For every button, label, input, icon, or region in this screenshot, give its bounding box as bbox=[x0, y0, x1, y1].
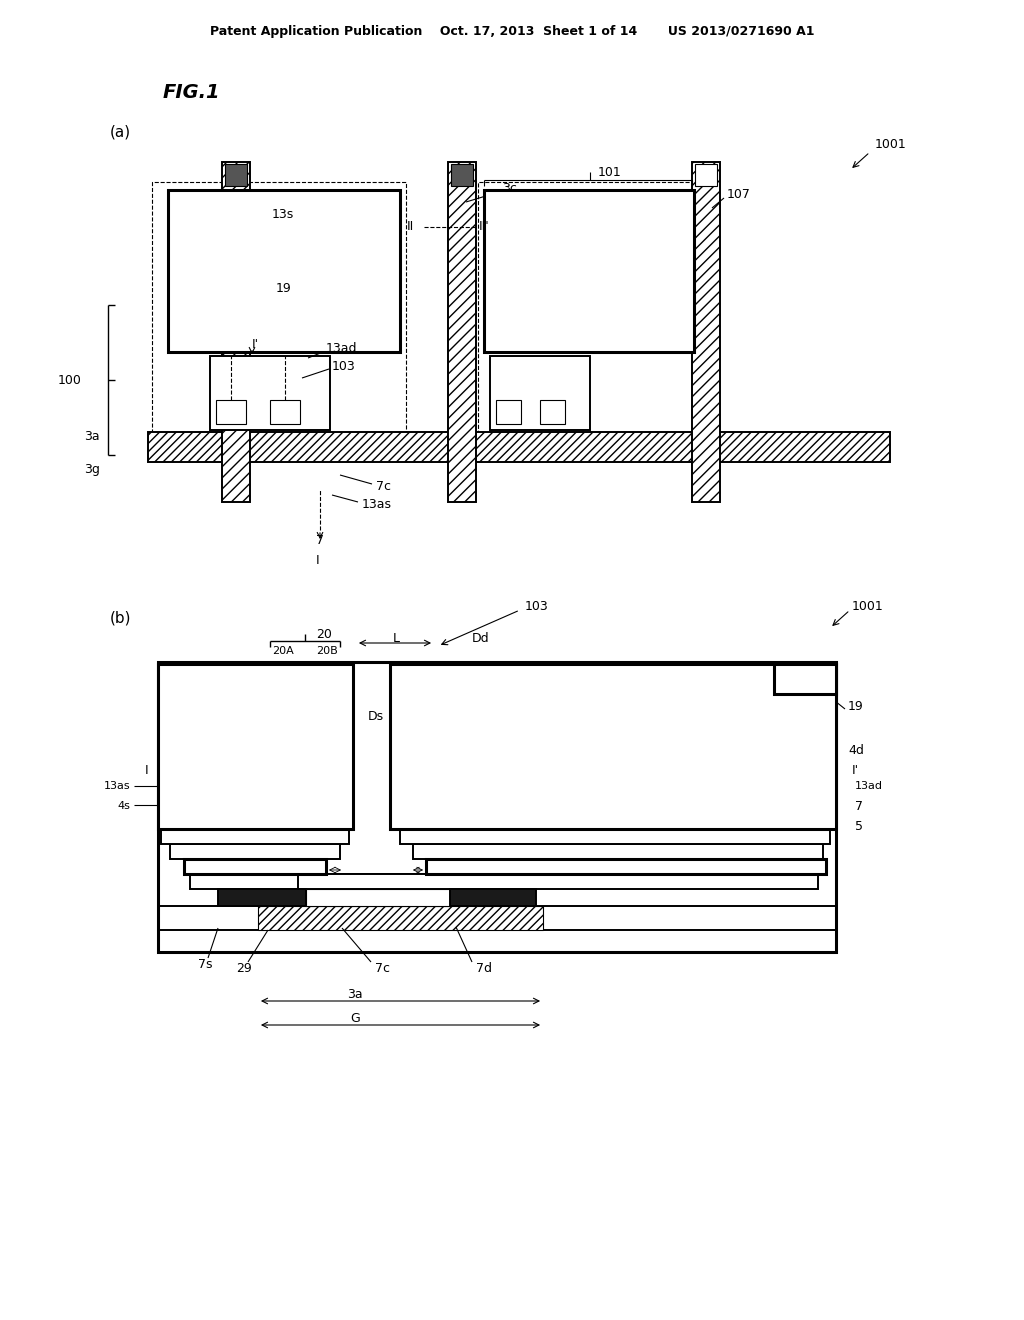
Text: Ds: Ds bbox=[368, 710, 384, 722]
Text: 4s: 4s bbox=[117, 801, 130, 810]
Bar bbox=[774, 664, 836, 694]
Text: I': I' bbox=[852, 763, 859, 776]
Bar bbox=[692, 162, 720, 502]
Bar bbox=[449, 162, 476, 502]
Text: Dd: Dd bbox=[472, 631, 489, 644]
Text: II': II' bbox=[479, 220, 489, 234]
Text: 13as: 13as bbox=[362, 499, 392, 511]
Text: 5: 5 bbox=[855, 820, 863, 833]
Text: 107: 107 bbox=[727, 189, 751, 202]
Text: 7: 7 bbox=[855, 800, 863, 813]
Text: 13s: 13s bbox=[272, 209, 294, 222]
Bar bbox=[695, 164, 717, 186]
Bar bbox=[390, 664, 836, 829]
Text: 101: 101 bbox=[598, 165, 622, 178]
Text: I: I bbox=[316, 553, 319, 566]
Bar bbox=[478, 182, 696, 440]
Text: 100: 100 bbox=[58, 374, 82, 387]
Text: 3a: 3a bbox=[347, 987, 362, 1001]
Bar bbox=[168, 190, 400, 352]
Text: I: I bbox=[144, 763, 148, 776]
Text: 7c: 7c bbox=[376, 480, 391, 494]
Text: 4d: 4d bbox=[848, 743, 864, 756]
Bar bbox=[484, 190, 694, 352]
Bar bbox=[450, 888, 536, 906]
Text: FIG.1: FIG.1 bbox=[163, 82, 220, 102]
Text: 13ad: 13ad bbox=[855, 781, 883, 791]
Bar bbox=[161, 829, 349, 843]
Bar bbox=[218, 888, 306, 906]
Bar bbox=[210, 356, 330, 430]
Bar bbox=[216, 400, 246, 424]
Text: II: II bbox=[407, 220, 414, 234]
Text: 3c: 3c bbox=[502, 181, 517, 194]
Bar bbox=[184, 859, 326, 874]
Bar bbox=[170, 843, 340, 859]
Bar bbox=[451, 164, 473, 186]
Text: 29: 29 bbox=[236, 962, 252, 975]
Text: 19: 19 bbox=[848, 700, 864, 713]
Text: 7c: 7c bbox=[375, 962, 390, 975]
Text: 20: 20 bbox=[316, 627, 332, 640]
Bar bbox=[148, 432, 890, 462]
Bar bbox=[270, 400, 300, 424]
Text: G: G bbox=[350, 1011, 359, 1024]
Bar bbox=[496, 400, 521, 424]
Bar bbox=[306, 888, 450, 906]
Text: L: L bbox=[392, 631, 399, 644]
Bar bbox=[222, 162, 250, 502]
Text: 7s: 7s bbox=[198, 957, 213, 970]
Text: (a): (a) bbox=[110, 124, 131, 140]
Text: 19: 19 bbox=[276, 281, 292, 294]
Bar bbox=[490, 356, 590, 430]
Bar bbox=[540, 400, 565, 424]
Bar bbox=[258, 906, 543, 931]
Text: (b): (b) bbox=[110, 610, 131, 626]
Bar bbox=[158, 663, 836, 952]
Text: 103: 103 bbox=[525, 599, 549, 612]
Text: 103: 103 bbox=[332, 359, 355, 372]
Bar bbox=[158, 664, 353, 829]
Bar bbox=[400, 829, 830, 843]
Text: 13ad: 13ad bbox=[326, 342, 357, 355]
Text: 20A: 20A bbox=[272, 645, 294, 656]
Text: 1001: 1001 bbox=[874, 139, 906, 152]
Text: 13as: 13as bbox=[103, 781, 130, 791]
Bar bbox=[190, 874, 458, 888]
Bar bbox=[426, 859, 826, 874]
Bar bbox=[298, 874, 818, 888]
Bar bbox=[225, 164, 247, 186]
Text: 3g: 3g bbox=[84, 463, 100, 477]
Bar bbox=[152, 182, 406, 440]
Text: 1001: 1001 bbox=[852, 599, 884, 612]
Text: 3a: 3a bbox=[84, 430, 100, 444]
Text: 7: 7 bbox=[316, 533, 324, 546]
Text: 20B: 20B bbox=[316, 645, 338, 656]
Text: Patent Application Publication    Oct. 17, 2013  Sheet 1 of 14       US 2013/027: Patent Application Publication Oct. 17, … bbox=[210, 25, 814, 38]
Text: 7d: 7d bbox=[476, 962, 492, 975]
Text: I': I' bbox=[252, 338, 259, 351]
Bar bbox=[413, 843, 823, 859]
